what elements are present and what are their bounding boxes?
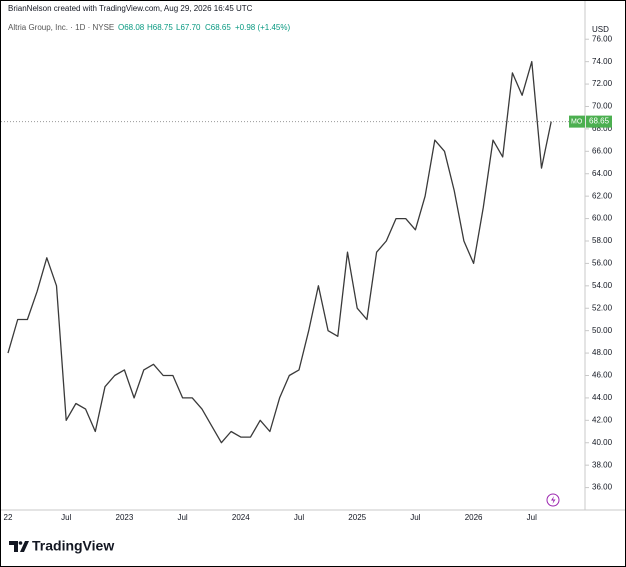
- y-tick-label: 76.00: [592, 34, 613, 43]
- logo: [9, 541, 29, 552]
- y-tick-label: 60.00: [592, 214, 613, 223]
- y-tick-label: 42.00: [592, 415, 613, 424]
- price-tag-value: [586, 115, 612, 128]
- symbol: Altria Group, Inc. · 1D · NYSE: [8, 23, 114, 32]
- open: O68.08: [118, 23, 145, 32]
- close: C68.65: [205, 23, 231, 32]
- y-tick-label: 56.00: [592, 259, 613, 268]
- currency: USD: [592, 25, 609, 34]
- x-tick-label: 2026: [465, 513, 483, 522]
- y-tick-label: 52.00: [592, 303, 613, 312]
- y-tick-label: 46.00: [592, 371, 613, 380]
- y-tick-label: 68.00: [592, 124, 613, 133]
- brand: TradingView: [32, 538, 114, 554]
- y-tick-label: 72.00: [592, 79, 613, 88]
- y-tick-label: 54.00: [592, 281, 613, 290]
- x-tick-label: Jul: [177, 513, 187, 522]
- x-tick-label: 22: [4, 513, 13, 522]
- high: H68.75: [147, 23, 173, 32]
- credit: BrianNelson created with TradingView.com…: [8, 4, 253, 13]
- price-tag: [569, 115, 585, 128]
- y-tick-label: 70.00: [592, 102, 613, 111]
- x-tick-label: 2025: [348, 513, 366, 522]
- last-price: 68.65: [589, 117, 610, 126]
- y-tick-label: 74.00: [592, 57, 613, 66]
- y-tick-label: 40.00: [592, 438, 613, 447]
- x-tick-label: Jul: [410, 513, 420, 522]
- y-tick-label: 66.00: [592, 146, 613, 155]
- y-tick-label: 38.00: [592, 460, 613, 469]
- y-tick-label: 50.00: [592, 326, 613, 335]
- y-tick-label: 64.00: [592, 169, 613, 178]
- y-tick-label: 36.00: [592, 483, 613, 492]
- y-tick-label: 62.00: [592, 191, 613, 200]
- lightning-icon: [546, 493, 560, 507]
- y-tick-label: 48.00: [592, 348, 613, 357]
- symbol-tag: MO: [571, 118, 583, 125]
- x-tick-label: Jul: [61, 513, 71, 522]
- price-line: [7, 60, 552, 444]
- x-tick-label: Jul: [527, 513, 537, 522]
- low: L67.70: [176, 23, 201, 32]
- change: +0.98 (+1.45%): [235, 23, 290, 32]
- x-tick-label: 2024: [232, 513, 250, 522]
- y-tick-label: 58.00: [592, 236, 613, 245]
- x-tick-label: Jul: [294, 513, 304, 522]
- y-tick-label: 44.00: [592, 393, 613, 402]
- x-tick-label: 2023: [116, 513, 134, 522]
